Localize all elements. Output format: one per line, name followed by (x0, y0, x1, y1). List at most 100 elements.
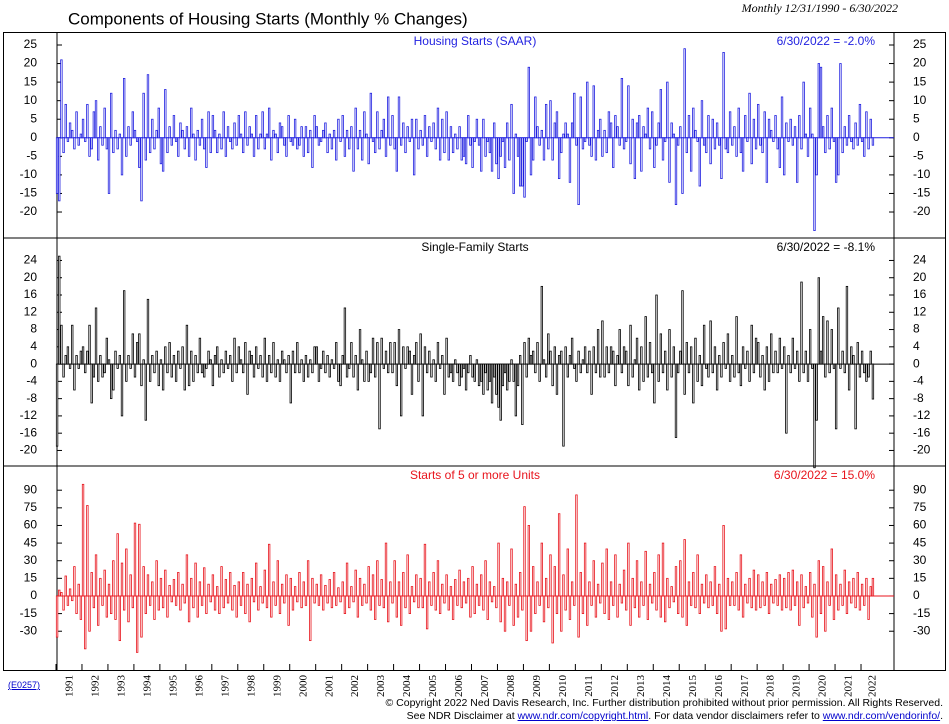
bar (177, 350, 180, 365)
bar (276, 137, 279, 154)
bar (263, 337, 266, 365)
bar (692, 107, 695, 139)
bar (352, 595, 355, 603)
bar (267, 543, 271, 597)
bar (391, 595, 394, 604)
bar (837, 595, 840, 611)
bar (761, 137, 764, 154)
y-tick-label-right: 15 (913, 571, 927, 585)
y-tick-label: -15 (20, 186, 38, 200)
bar (843, 569, 846, 597)
bar (380, 129, 383, 139)
bar (527, 525, 530, 597)
bar (272, 342, 275, 365)
bar (750, 137, 753, 165)
bar (759, 363, 762, 378)
bar (722, 342, 725, 365)
bar (707, 363, 710, 378)
bar (514, 583, 518, 597)
bar (235, 363, 238, 374)
bar (120, 562, 124, 597)
bar (555, 595, 559, 614)
bar (441, 118, 444, 139)
bar (110, 363, 113, 400)
bar (142, 359, 145, 365)
y-tick-label: 90 (24, 482, 38, 496)
bar (257, 595, 260, 611)
bar (421, 595, 424, 609)
bar (293, 363, 297, 374)
bar (430, 595, 433, 606)
bar (428, 350, 431, 365)
bar (819, 595, 823, 614)
bar (607, 363, 611, 374)
bar (300, 126, 303, 139)
x-tick-label: 1994 (142, 675, 154, 698)
y-tick-label-right: -5 (913, 149, 924, 163)
y-tick-label: 45 (24, 535, 38, 549)
link[interactable]: www.ndr.com/vendorinfo/ (822, 710, 941, 722)
bar (261, 363, 264, 378)
bar (454, 359, 457, 365)
bar (101, 137, 104, 146)
y-tick-label: 60 (24, 518, 38, 532)
bar (239, 595, 243, 606)
bar (627, 542, 630, 597)
bar (847, 363, 851, 391)
bar (62, 137, 65, 154)
bar (659, 333, 663, 365)
bar (79, 350, 83, 365)
bar (283, 137, 286, 146)
bar (482, 118, 485, 139)
bar (304, 595, 308, 606)
bar (419, 333, 422, 365)
bar (839, 583, 842, 597)
bar (229, 572, 232, 597)
bar (425, 363, 429, 374)
bar (609, 581, 613, 597)
bar (687, 363, 691, 374)
y-tick-label-right: -30 (913, 623, 931, 637)
bar (192, 133, 195, 139)
bar (497, 363, 500, 408)
bar (174, 595, 178, 606)
bar (705, 137, 708, 154)
bar (244, 342, 247, 365)
bar (367, 363, 370, 382)
y-tick-label-right: -15 (913, 606, 931, 620)
chart-code: (E0257) (8, 680, 41, 690)
bar (447, 595, 450, 611)
bar (90, 572, 93, 597)
bar (285, 137, 288, 157)
link[interactable]: www.ndr.com/copyright.html (517, 710, 649, 722)
bar (473, 363, 476, 382)
bar (568, 137, 572, 183)
bar (778, 137, 782, 168)
bar (213, 355, 217, 365)
bar (525, 595, 528, 642)
bar (709, 581, 712, 597)
bar (655, 294, 658, 365)
bar (172, 115, 176, 139)
bar (211, 574, 215, 597)
bar (159, 577, 163, 597)
bar (754, 137, 758, 150)
bar (410, 363, 414, 395)
bar (596, 329, 600, 365)
bar (869, 350, 872, 365)
bar (834, 137, 838, 183)
bar (573, 92, 576, 139)
bar (328, 363, 331, 378)
bar (222, 363, 225, 374)
bar (676, 363, 680, 374)
bar (84, 595, 87, 650)
bar (809, 329, 812, 365)
bar (374, 363, 377, 378)
bar (735, 572, 738, 597)
bar (785, 122, 788, 139)
bar (577, 137, 580, 205)
y-tick-label: 15 (24, 571, 38, 585)
bar (88, 324, 91, 365)
bar (252, 137, 256, 157)
bar (508, 595, 511, 606)
